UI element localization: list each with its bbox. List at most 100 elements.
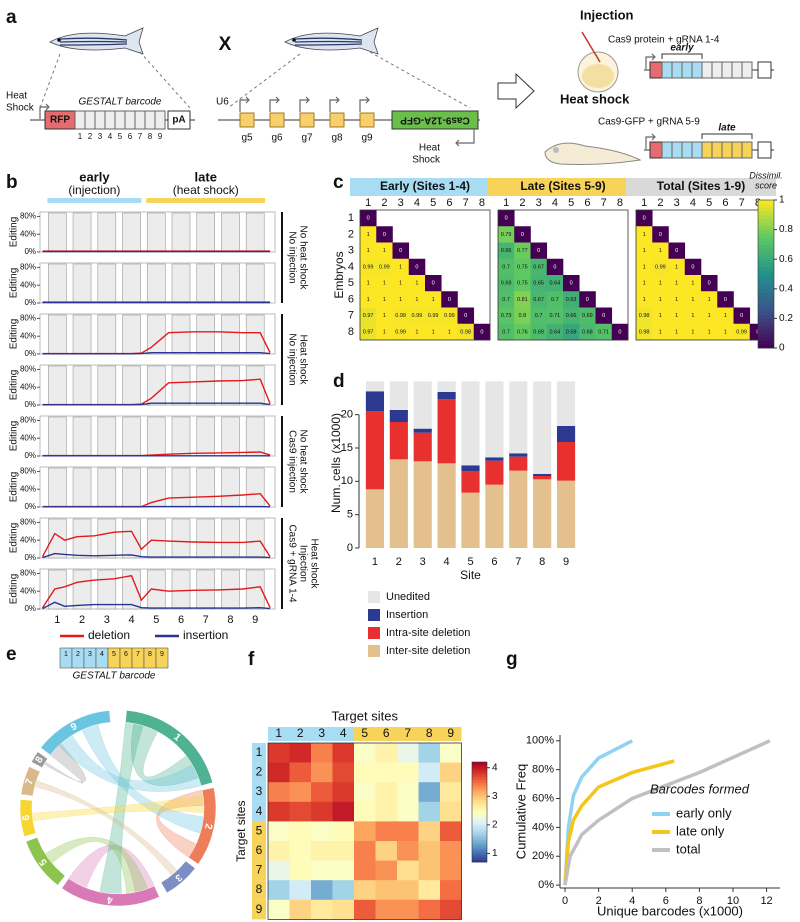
colorbar-step [758, 203, 774, 208]
heat-cell [397, 743, 419, 763]
column-label: 8 [426, 726, 433, 740]
guide-box [269, 112, 285, 128]
heat-cell [392, 275, 410, 292]
bar-segment [389, 459, 408, 548]
guide-label: g9 [361, 133, 373, 144]
bracket [701, 133, 753, 139]
heat-cell [376, 226, 393, 243]
y-tick-label: 80% [20, 416, 36, 425]
panel-letter: a [6, 7, 17, 28]
colorbar-frame [471, 761, 488, 863]
promoter-label: U6 [216, 97, 229, 108]
site-label: 9 [158, 132, 163, 141]
heat-cell [268, 841, 290, 861]
column-label-box [440, 727, 462, 741]
cell-value: 0.99 [395, 329, 406, 335]
site-column [196, 263, 216, 304]
bar-segment [461, 492, 480, 548]
cell-value: 1 [691, 281, 694, 287]
heat-cell [332, 899, 355, 920]
y-axis-label: Editing [9, 523, 20, 554]
phase-label: late [718, 123, 736, 134]
barcode-site [701, 61, 713, 79]
site-column [245, 263, 265, 304]
heat-cell [376, 307, 393, 325]
colorbar-step [472, 767, 487, 770]
cell-value: 0.69 [533, 329, 544, 335]
bracket [661, 53, 703, 59]
cell-value: 1 [643, 297, 646, 303]
cell-value: 0.75 [517, 281, 528, 287]
colorbar-step [472, 789, 487, 793]
column-label: 1 [503, 197, 509, 209]
colorbar-step [472, 854, 487, 858]
column-label: 7 [463, 197, 469, 209]
site-column [97, 314, 117, 355]
heat-cell [684, 291, 702, 308]
cell-value: 1 [675, 264, 678, 270]
site-column [146, 518, 166, 559]
column-label: 4 [414, 197, 420, 209]
heat-cell [397, 880, 419, 901]
heat-cell [441, 323, 458, 341]
site-column [122, 212, 141, 253]
colorbar-step [472, 824, 487, 828]
barcode-site [681, 61, 693, 79]
column-label: 7 [404, 726, 411, 740]
phase-bar [47, 198, 142, 203]
colorbar-step [758, 222, 774, 227]
y-tick-label: 0% [24, 247, 36, 256]
x-tick-label: 3 [420, 556, 426, 568]
site-column [221, 416, 240, 457]
heat-cell [733, 323, 751, 341]
y-tick-label: 40% [20, 229, 36, 238]
column-label: 5 [430, 197, 436, 209]
x-tick-label: 8 [696, 895, 702, 907]
site-column [97, 416, 117, 457]
x-tick-label: 4 [629, 895, 635, 907]
cell-value: 0 [659, 232, 662, 238]
cell-value: 0 [383, 232, 386, 238]
site-label: 4 [108, 132, 113, 141]
row-label: 8 [256, 882, 263, 896]
row-label: 2 [348, 228, 354, 240]
heat-cell [360, 242, 377, 260]
colorbar-step [472, 779, 487, 783]
heat-cell [332, 880, 355, 901]
cell-value: 0 [570, 281, 573, 287]
site-column [48, 212, 67, 253]
colorbar-step [472, 844, 487, 848]
barcode-site [74, 110, 86, 130]
chord-label: 5 [37, 856, 49, 867]
heat-cell [354, 821, 376, 842]
heat-cell [392, 291, 410, 308]
column-label-box [418, 727, 440, 741]
x-tick-label: 7 [515, 556, 521, 568]
cell-value: 1 [659, 297, 662, 303]
cell-value: 1 [675, 297, 678, 303]
heat-cell [530, 275, 548, 292]
editing-line [41, 574, 271, 609]
heat-cell [530, 307, 548, 325]
site-column [48, 467, 67, 508]
heat-cell [360, 226, 377, 243]
site-column [48, 365, 67, 406]
chord-segment [19, 799, 37, 837]
colorbar-step [472, 762, 487, 765]
barcode-site [671, 141, 683, 159]
colorbar-step [758, 240, 774, 245]
heatmap-frame [267, 742, 462, 920]
heat-cell [354, 743, 376, 763]
barcode-site [155, 647, 169, 669]
bar-segment [365, 381, 385, 392]
promoter-arrow [645, 133, 656, 149]
y-axis-label: Editing [9, 574, 20, 605]
row-label: 6 [256, 843, 263, 857]
cell-value: 0.69 [501, 281, 512, 287]
heat-cell [652, 291, 669, 308]
cell-value: 1 [675, 329, 678, 335]
site-column [171, 212, 191, 253]
colorbar-step [758, 340, 774, 345]
chord-label: 6 [21, 814, 33, 821]
